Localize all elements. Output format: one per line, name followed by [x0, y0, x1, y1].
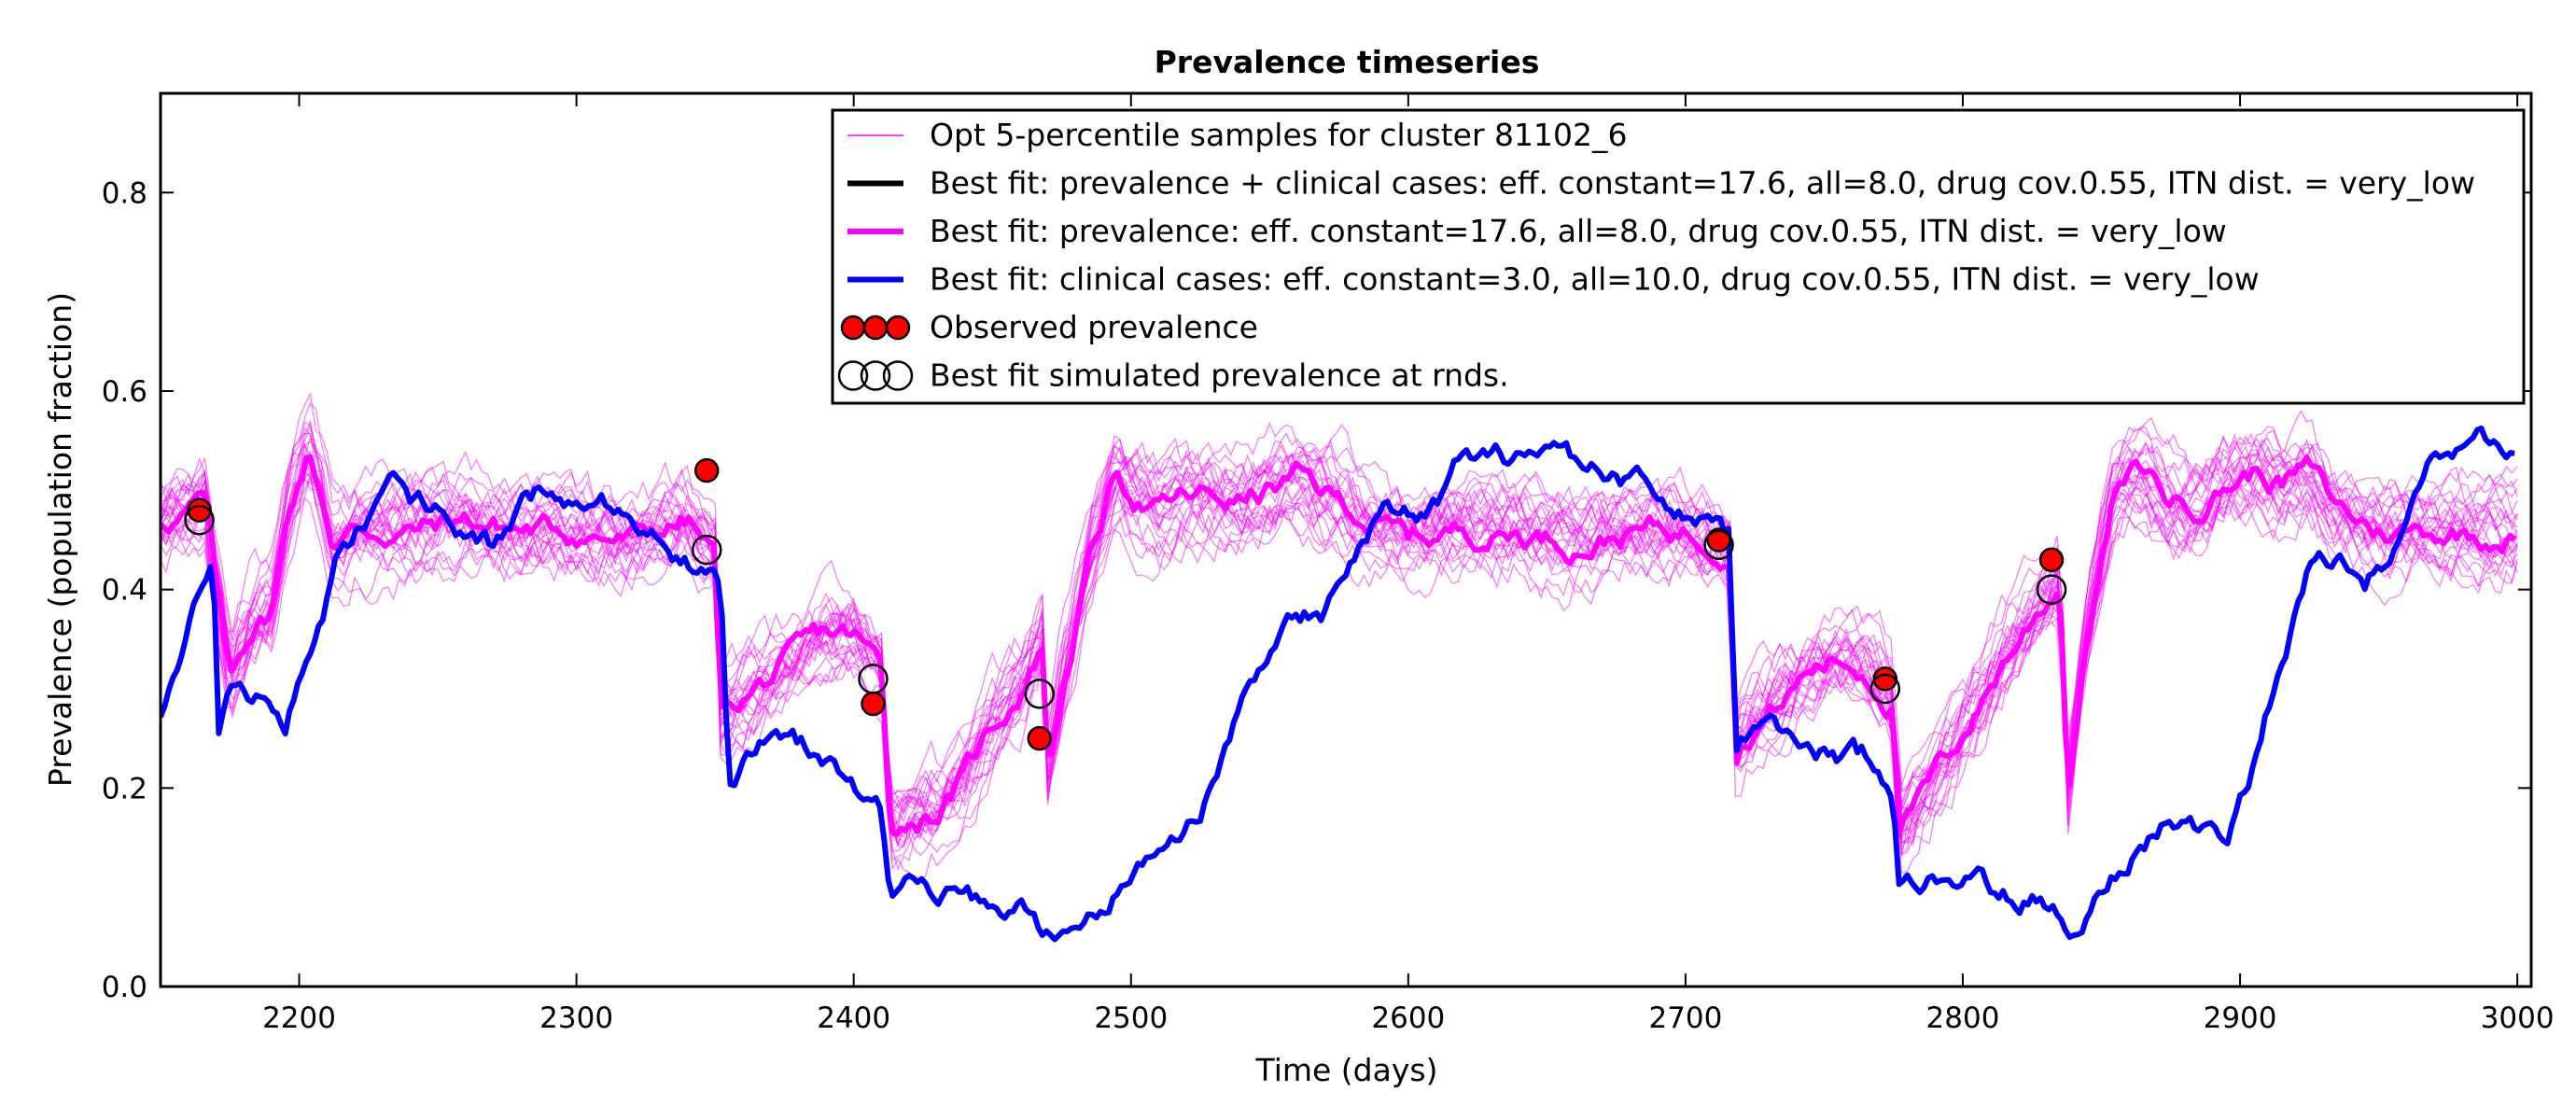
- simulated-prevalence-marker: [1869, 673, 1901, 705]
- legend-swatch-simulated: [837, 360, 869, 391]
- y-tick-label: 0.6: [102, 375, 147, 409]
- x-tick-label: 2700: [1648, 1001, 1722, 1035]
- simulated-prevalence-marker: [1703, 529, 1734, 561]
- legend-label: Opt 5-percentile samples for cluster 811…: [930, 117, 1628, 153]
- y-tick-label: 0.8: [102, 176, 147, 210]
- x-tick-label: 2400: [817, 1001, 890, 1035]
- legend-swatch-observed: [862, 315, 889, 341]
- x-axis-title: Time (days): [1255, 1052, 1438, 1088]
- chart-title: Prevalence timeseries: [1155, 44, 1540, 80]
- legend-label: Best fit: prevalence + clinical cases: e…: [930, 165, 2475, 202]
- x-tick-label: 2900: [2204, 1001, 2277, 1035]
- sample-line: [161, 442, 2518, 853]
- x-tick-label: 2500: [1094, 1001, 1168, 1035]
- best-fit-clinical-cases-line: [161, 425, 2515, 943]
- observed-prevalence-marker: [1027, 725, 1052, 751]
- legend-swatch-simulated: [882, 360, 914, 391]
- sample-line: [161, 402, 2518, 813]
- observed-prevalence-marker: [693, 457, 720, 483]
- x-tick-label: 2800: [1926, 1001, 2000, 1035]
- observed-prevalence-marker: [1706, 527, 1731, 553]
- legend-label: Best fit: prevalence: eff. constant=17.6…: [930, 213, 2227, 249]
- x-tick-label: 2300: [539, 1001, 613, 1035]
- legend-label: Observed prevalence: [930, 309, 1258, 345]
- x-tick-label: 2200: [262, 1001, 336, 1035]
- legend-label: Best fit simulated prevalence at rnds.: [930, 357, 1509, 394]
- legend-label: Best fit: clinical cases: eff. constant=…: [930, 261, 2260, 298]
- axis-ticks: 2200 2300 2400 2500 2600 2700 2800 2900 3000 0.0 0…: [102, 93, 2555, 1035]
- sample-line: [161, 424, 2518, 810]
- y-axis-title: Prevalence (population fraction): [42, 292, 78, 787]
- plot-frame: [159, 91, 2533, 988]
- observed-prevalence-marker: [861, 691, 886, 717]
- simulated-prevalence-marker: [858, 664, 889, 694]
- sample-line: [161, 440, 2518, 847]
- sample-line: [161, 455, 2518, 850]
- legend-swatch-observed: [840, 315, 866, 341]
- sample-line: [161, 454, 2518, 852]
- simulated-prevalence-marker: [1024, 679, 1055, 709]
- legend: Opt 5-percentile samples for cluster 811…: [831, 108, 2526, 405]
- legend-box: [831, 108, 2526, 405]
- simulated-prevalence-marker: [2036, 574, 2067, 605]
- observed-prevalence-marker: [2038, 547, 2065, 573]
- x-tick-label: 3000: [2481, 1001, 2555, 1035]
- legend-swatch-observed: [885, 315, 911, 341]
- observed-prevalence-marker: [187, 497, 212, 523]
- best-fit-prevalence-line: [161, 454, 2517, 838]
- sample-lines: [161, 392, 2518, 883]
- simulated-prevalence-marker: [691, 534, 722, 566]
- legend-swatch-simulated: [860, 360, 891, 391]
- observed-prevalence-marker: [1872, 666, 1898, 692]
- x-tick-label: 2600: [1371, 1001, 1445, 1035]
- simulated-prevalence-marker: [184, 504, 215, 536]
- best-fit-lines: [161, 425, 2517, 943]
- y-tick-label: 0.4: [102, 574, 147, 608]
- prevalence-markers: [184, 457, 2067, 751]
- y-tick-label: 0.0: [102, 971, 147, 1004]
- sample-line: [161, 392, 2518, 818]
- sample-line: [161, 421, 2518, 833]
- y-tick-label: 0.2: [102, 772, 147, 805]
